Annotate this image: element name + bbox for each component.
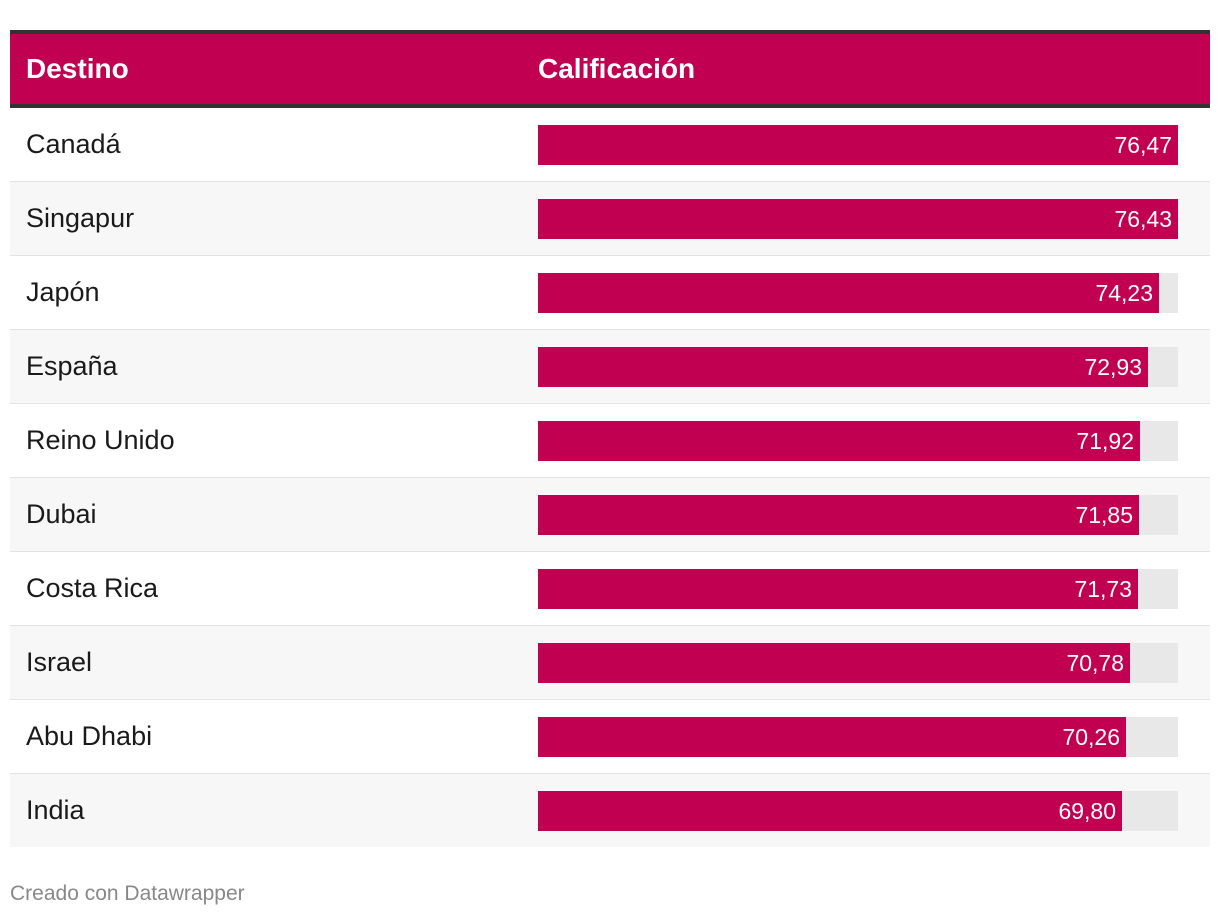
table-row: Abu Dhabi 70,26 xyxy=(10,700,1210,774)
bar-track: 69,80 xyxy=(538,791,1178,831)
header-rule xyxy=(10,104,1210,108)
destination-name: Israel xyxy=(26,647,93,677)
destination-name: Japón xyxy=(26,277,100,307)
bar-value-label: 72,93 xyxy=(1084,354,1142,380)
header-destino[interactable]: Destino xyxy=(26,53,129,84)
data-table: Destino Calificación Canadá 76,47 Singapur… xyxy=(10,30,1210,847)
bar-track: 76,47 xyxy=(538,125,1178,165)
destination-name: Costa Rica xyxy=(26,573,159,603)
table-row: España 72,93 xyxy=(10,330,1210,404)
bar-track: 71,85 xyxy=(538,495,1178,535)
table-row: Singapur 76,43 xyxy=(10,182,1210,256)
bar: 69,80 xyxy=(538,791,1122,831)
bar: 70,26 xyxy=(538,717,1126,757)
table-row: India 69,80 xyxy=(10,774,1210,847)
table-row: Costa Rica 71,73 xyxy=(10,552,1210,626)
bar: 70,78 xyxy=(538,643,1130,683)
bar: 72,93 xyxy=(538,347,1148,387)
table-row: Israel 70,78 xyxy=(10,626,1210,700)
bar-track: 70,78 xyxy=(538,643,1178,683)
destination-name: España xyxy=(26,351,118,381)
bar-value-label: 70,78 xyxy=(1066,650,1124,676)
bar-track: 71,92 xyxy=(538,421,1178,461)
header-calificacion[interactable]: Calificación xyxy=(538,53,696,84)
bar-value-label: 71,92 xyxy=(1076,428,1134,454)
destination-name: Reino Unido xyxy=(26,425,175,455)
bar-value-label: 71,73 xyxy=(1074,576,1132,602)
bar-value-label: 76,47 xyxy=(1114,132,1172,158)
table-row: Dubai 71,85 xyxy=(10,478,1210,552)
bar: 71,92 xyxy=(538,421,1140,461)
bar-value-label: 69,80 xyxy=(1058,798,1116,824)
table-row: Reino Unido 71,92 xyxy=(10,404,1210,478)
destination-name: India xyxy=(26,795,85,825)
bar: 76,47 xyxy=(538,125,1178,165)
table-row: Japón 74,23 xyxy=(10,256,1210,330)
bar-track: 76,43 xyxy=(538,199,1178,239)
bar-value-label: 74,23 xyxy=(1095,280,1153,306)
bar: 71,73 xyxy=(538,569,1138,609)
top-rule xyxy=(10,30,1210,34)
destination-name: Dubai xyxy=(26,499,97,529)
bar: 74,23 xyxy=(538,273,1159,313)
table-row: Canadá 76,47 xyxy=(10,108,1210,182)
table-body: Canadá 76,47 Singapur 76,43 Japón 74,23 España… xyxy=(10,108,1210,847)
bar-track: 72,93 xyxy=(538,347,1178,387)
destination-name: Singapur xyxy=(26,203,135,233)
credit-footer[interactable]: Creado con Datawrapper xyxy=(10,882,245,905)
bar: 76,43 xyxy=(538,199,1178,239)
bar-value-label: 76,43 xyxy=(1114,206,1172,232)
bar-track: 70,26 xyxy=(538,717,1178,757)
bar-value-label: 71,85 xyxy=(1075,502,1133,528)
destination-name: Canadá xyxy=(26,129,121,159)
bar: 71,85 xyxy=(538,495,1139,535)
destination-name: Abu Dhabi xyxy=(26,721,153,751)
bar-track: 71,73 xyxy=(538,569,1178,609)
table-header: Destino Calificación xyxy=(10,34,1210,104)
bar-track: 74,23 xyxy=(538,273,1178,313)
bar-value-label: 70,26 xyxy=(1062,724,1120,750)
